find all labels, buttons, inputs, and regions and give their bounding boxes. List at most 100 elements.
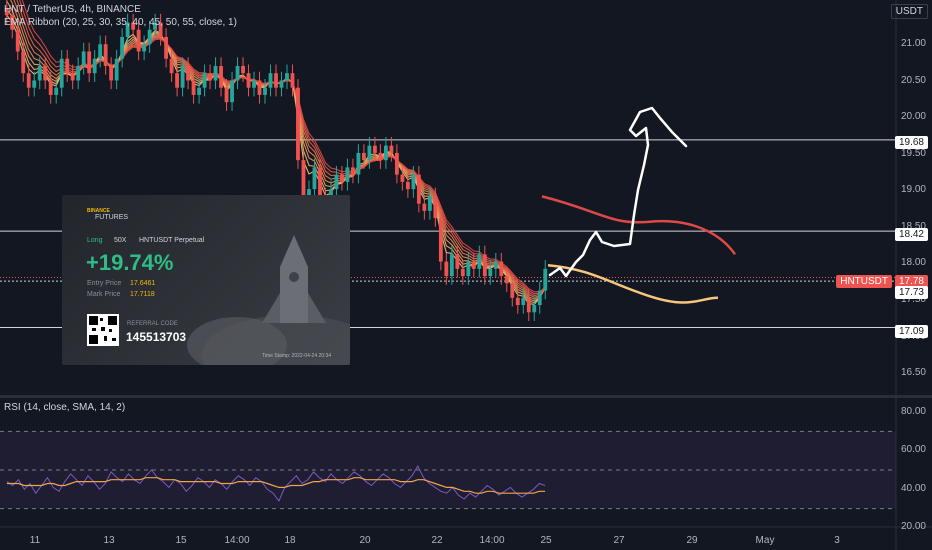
candle-body xyxy=(416,174,421,204)
rsi-y-tick: 40.00 xyxy=(900,483,926,494)
candle-body xyxy=(4,8,9,16)
candle-body xyxy=(312,167,317,190)
symbol-title[interactable]: HNT / TetherUS, 4h, BINANCE xyxy=(4,4,141,15)
candle-body xyxy=(340,174,344,182)
candle-body xyxy=(21,51,26,74)
x-tick: 20 xyxy=(359,535,371,546)
entry-price-value: 17.6461 xyxy=(130,280,156,287)
y-tick: 19.00 xyxy=(900,184,926,195)
rsi-legend[interactable]: RSI (14, close, SMA, 14, 2) xyxy=(4,402,126,413)
contract-name: HNTUSDT Perpetual xyxy=(139,237,205,244)
price-level-tag[interactable]: 17.73 xyxy=(894,286,928,299)
candle-body xyxy=(109,65,114,81)
candle-body xyxy=(164,36,169,59)
price-level-tag[interactable]: 17.09 xyxy=(894,325,928,338)
x-tick: May xyxy=(755,535,775,546)
candle-body xyxy=(521,297,526,306)
candle-body xyxy=(285,73,289,81)
candle-body xyxy=(427,196,432,211)
candle-body xyxy=(169,58,174,74)
ema-ribbon-legend[interactable]: EMA Ribbon (20, 25, 30, 35, 40, 45, 50, … xyxy=(4,17,237,28)
candle-body xyxy=(356,152,361,175)
symbol-price-tag[interactable]: HNTUSDT xyxy=(836,275,892,288)
candle-body xyxy=(351,167,355,175)
rocket-illustration xyxy=(187,235,350,365)
candle-body xyxy=(180,65,185,88)
entry-price-label: Entry Price xyxy=(87,280,122,287)
candle-body xyxy=(87,51,92,74)
candle-body xyxy=(296,87,300,161)
candle-body xyxy=(175,73,180,88)
candle-body xyxy=(219,65,223,88)
rsi-y-tick: 80.00 xyxy=(900,406,926,417)
projected-fast-ribbon xyxy=(547,263,719,304)
candle-body xyxy=(76,65,81,81)
candle-body xyxy=(471,261,476,269)
candle-body xyxy=(92,58,97,74)
candle-body xyxy=(153,22,158,30)
candle-body xyxy=(499,261,504,277)
candle-body xyxy=(279,80,284,88)
candle-body xyxy=(466,261,471,277)
x-tick: 18 xyxy=(284,535,296,546)
candle-body xyxy=(131,22,136,30)
futures-label: FUTURES xyxy=(95,214,129,221)
pane-separator xyxy=(0,395,932,398)
candle-body xyxy=(290,73,295,88)
candle-body xyxy=(235,65,240,81)
candle-body xyxy=(405,181,410,190)
currency-button[interactable]: USDT xyxy=(890,4,928,19)
y-tick: 19.50 xyxy=(900,148,926,159)
x-tick: 22 xyxy=(431,535,443,546)
price-level-tag[interactable]: 18.42 xyxy=(894,228,928,241)
candle-body xyxy=(400,174,405,182)
candle-body xyxy=(444,261,449,277)
binance-logo-text: BINANCE xyxy=(87,208,110,214)
leverage: 50X xyxy=(114,237,127,244)
candle-body xyxy=(43,65,48,81)
candle-body xyxy=(389,145,394,153)
candle-body xyxy=(460,268,465,277)
candle-body xyxy=(394,152,399,175)
candle-body xyxy=(202,73,207,88)
last-price-tag[interactable]: 17.78 xyxy=(894,275,928,288)
candle-body xyxy=(252,80,256,88)
candle-body xyxy=(422,203,427,211)
y-tick: 18.50 xyxy=(900,221,926,232)
y-tick: 20.00 xyxy=(900,111,926,122)
candle-body xyxy=(241,65,245,74)
candle-body xyxy=(274,73,278,88)
candle-body xyxy=(372,145,377,153)
candle-body xyxy=(81,51,86,66)
candle-body xyxy=(32,80,37,88)
candle-body xyxy=(318,167,322,197)
candle-body xyxy=(301,160,306,211)
referral-label: REFERRAL CODE xyxy=(127,321,178,327)
candle-body xyxy=(197,87,201,95)
x-tick: 14:00 xyxy=(479,535,505,546)
candle-body xyxy=(378,152,383,161)
candle-body xyxy=(98,44,103,59)
candle-body xyxy=(449,254,454,277)
y-tick: 18.00 xyxy=(900,257,926,268)
price-level-tag[interactable]: 19.68 xyxy=(894,136,928,149)
qr-code xyxy=(87,314,119,346)
y-tick: 20.50 xyxy=(900,75,926,86)
candle-body xyxy=(334,174,339,190)
x-tick: 14:00 xyxy=(224,535,250,546)
candle-body xyxy=(526,297,531,313)
candle-body xyxy=(48,80,53,95)
candle-body xyxy=(257,80,262,95)
candle-body xyxy=(147,29,152,45)
candle-body xyxy=(191,80,196,95)
x-tick: 3 xyxy=(834,535,840,546)
candle-body xyxy=(142,44,147,52)
candle-body xyxy=(70,73,75,81)
candle-body xyxy=(59,58,64,88)
candle-body xyxy=(515,297,520,306)
rsi-y-tick: 20.00 xyxy=(900,521,926,532)
candle-body xyxy=(504,276,509,284)
candle-body xyxy=(114,58,119,81)
candle-body xyxy=(543,268,548,291)
